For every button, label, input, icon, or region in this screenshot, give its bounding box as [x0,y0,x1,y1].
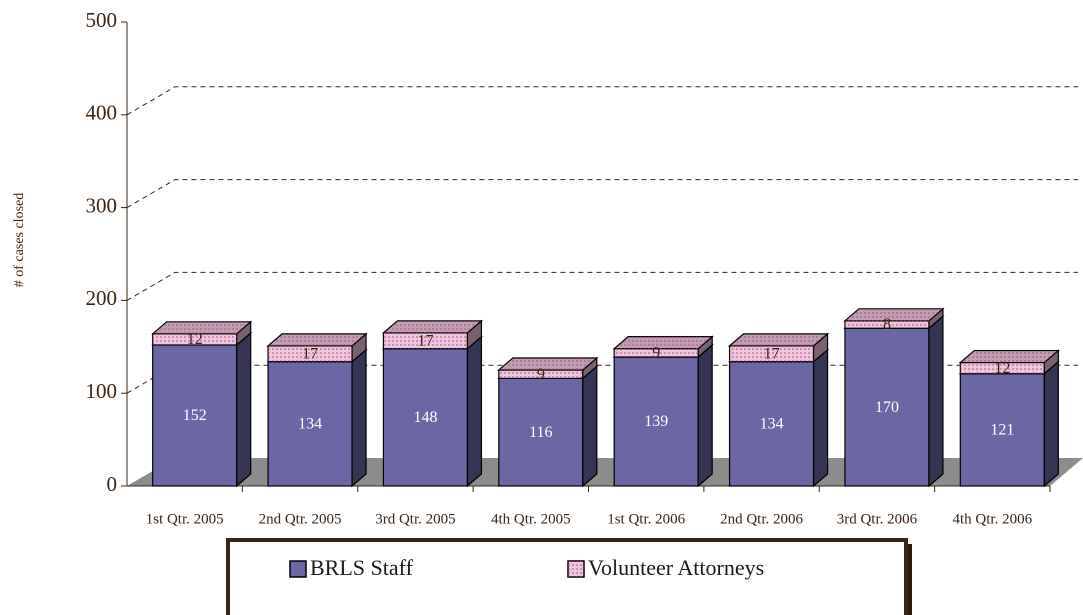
y-tick-label: 0 [107,472,118,496]
bar-pattern [844,320,929,329]
y-tick-label: 400 [86,101,118,125]
value-label: 121 [990,422,1014,439]
value-label: 170 [875,399,899,416]
bar-top-pattern [614,336,713,349]
bar-side [236,331,252,488]
y-tick-label: 300 [86,193,118,217]
bar-segment: 121 [958,360,1060,488]
y-tick-label: 500 [86,8,118,32]
bar-segment: 17 [381,319,484,350]
value-label: 9 [537,366,545,383]
x-tick-label: 2nd Qtr. 2005 [259,511,342,527]
value-label: 152 [183,407,207,424]
bar-pattern [729,345,814,362]
bar-side [697,343,713,488]
bar-side [466,335,483,488]
bar-pattern [498,370,583,379]
x-tick-label: 1st Qtr. 2005 [146,511,224,527]
grid-line [126,86,1078,116]
value-label: 139 [644,413,668,430]
bar-side [1043,360,1059,488]
legend-label: BRLS Staff [310,555,414,580]
grid-line [126,179,1078,209]
bar-pattern [614,348,699,358]
bar-top-pattern [498,358,597,370]
bar-segment: 170 [843,314,945,488]
x-tick-label: 3rd Qtr. 2005 [375,511,455,527]
bar-front [152,344,238,487]
bar-side [351,348,367,488]
value-label: 134 [298,415,322,432]
x-tick-label: 4th Qtr. 2005 [491,511,571,527]
bar-segment: 9 [497,356,599,383]
bar-segment: 134 [727,348,830,488]
bar-top-pattern [268,333,367,346]
plot-area: 0 100 200 300 400 500 1st Qtr. 2005 2nd Qtr. 20… [86,8,1083,527]
bar-side [928,314,944,488]
bar-front [728,361,815,487]
x-tick-label: 2nd Qtr. 2006 [720,511,803,527]
value-label: 12 [994,360,1010,377]
bar-top-pattern [383,320,482,333]
bar-segment: 12 [958,349,1060,377]
bar-segment: 17 [266,332,368,363]
x-tick-label: 4th Qtr. 2006 [953,511,1033,527]
legend-swatch-pattern [568,561,584,577]
bar-segment: 139 [612,343,714,488]
bar-front [613,356,699,487]
bar-front [382,348,469,487]
bar-pattern [152,333,237,345]
y-tick-label: 100 [86,379,118,403]
bar-top-pattern [844,308,943,321]
bar-front [844,327,930,487]
bar-segment: 134 [266,348,368,488]
grid-line [126,271,1078,301]
bar-segment: 17 [727,332,830,363]
bar-top-pattern [152,321,251,334]
bar-segment: 9 [612,335,714,362]
value-label: 9 [652,345,660,362]
bar-top-pattern [729,333,828,346]
y-tick-label: 200 [86,286,118,310]
bar-segment: 12 [151,320,253,348]
x-tick-label: 1st Qtr. 2006 [607,511,685,527]
value-label: 17 [302,345,318,362]
bar-segment: 116 [497,365,599,488]
bar-pattern [268,345,353,362]
value-label: 134 [760,415,784,432]
bar-pattern [960,362,1045,374]
bar-segment: 148 [381,335,484,488]
value-label: 17 [764,345,780,362]
value-label: 17 [417,332,433,349]
value-label: 8 [883,316,891,333]
legend-label: Volunteer Attorneys [588,555,764,580]
value-label: 12 [187,331,203,348]
legend-swatch [289,560,307,578]
legend [226,538,908,615]
bar-pattern [383,332,468,349]
bar-side [812,348,829,488]
value-label: 148 [413,409,437,426]
bar-segment: 152 [151,331,253,488]
bar-side [582,365,598,488]
bar-top-pattern [960,350,1059,363]
bar-segment: 8 [843,307,945,333]
legend-items: BRLS Staff Volunteer Attorneys [289,555,764,580]
value-label: 116 [529,424,552,441]
x-tick-label: 3rd Qtr. 2006 [837,511,918,527]
y-axis-label: # of cases closed [12,193,27,287]
